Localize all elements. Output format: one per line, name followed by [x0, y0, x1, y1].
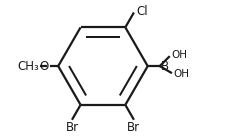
Text: Cl: Cl — [136, 5, 147, 18]
Text: O: O — [39, 60, 49, 73]
Text: OH: OH — [170, 50, 186, 60]
Text: CH₃: CH₃ — [17, 60, 39, 73]
Text: B: B — [161, 60, 169, 73]
Text: Br: Br — [127, 121, 140, 135]
Text: Br: Br — [65, 121, 78, 135]
Text: OH: OH — [173, 69, 188, 79]
